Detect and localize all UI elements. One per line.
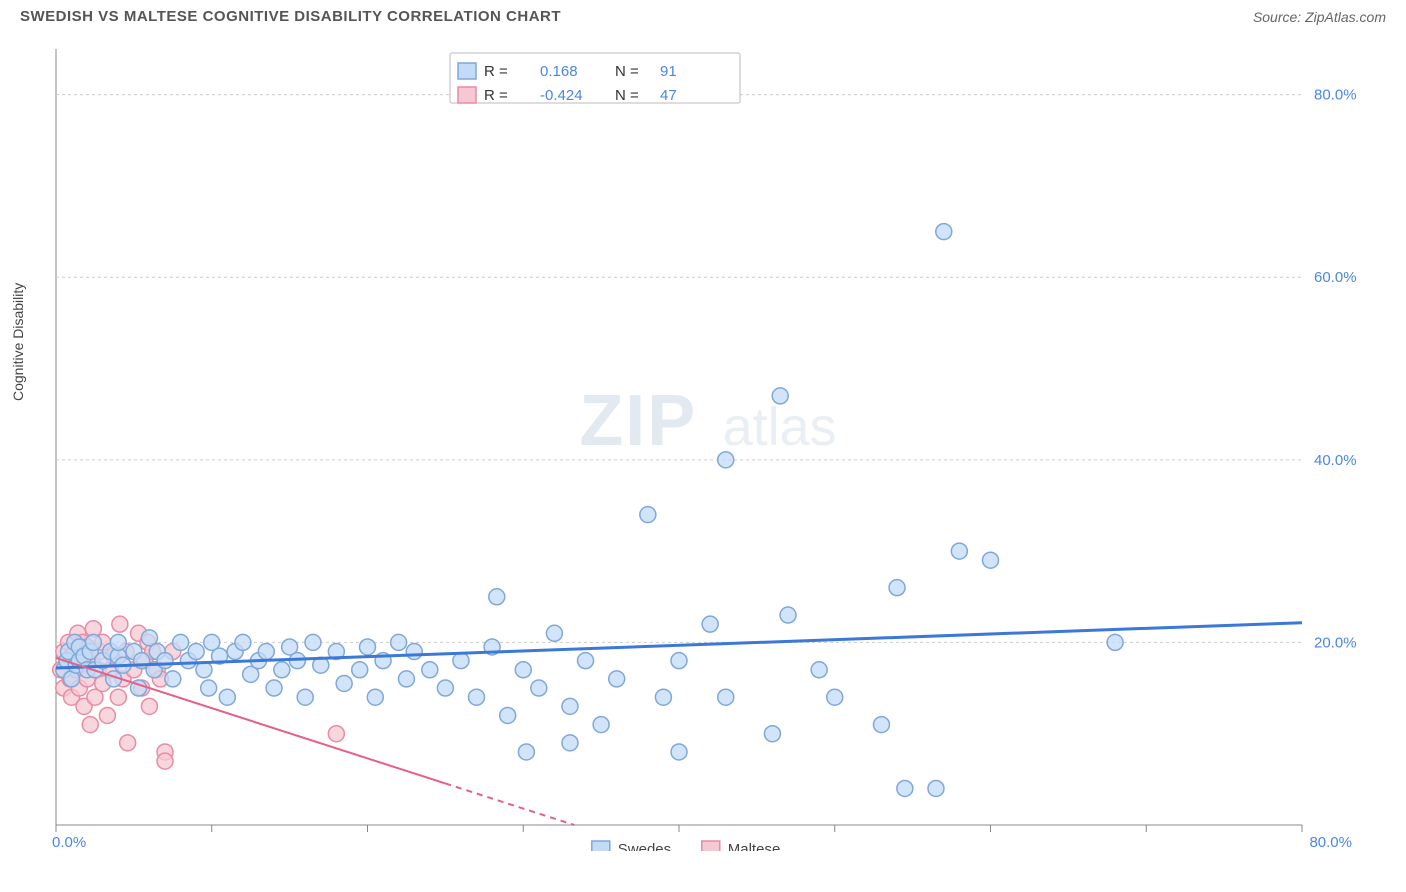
data-point: [562, 735, 578, 751]
data-point: [336, 675, 352, 691]
data-point: [811, 662, 827, 678]
data-point: [609, 671, 625, 687]
data-point: [437, 680, 453, 696]
data-point: [671, 744, 687, 760]
data-point: [141, 698, 157, 714]
data-point: [546, 625, 562, 641]
data-point: [453, 653, 469, 669]
series-legend-swatch: [702, 841, 720, 851]
data-point: [201, 680, 217, 696]
y-tick-label: 80.0%: [1314, 87, 1357, 104]
data-point: [827, 689, 843, 705]
legend-r-label: R =: [484, 87, 508, 104]
data-point: [593, 717, 609, 733]
data-point: [897, 780, 913, 796]
data-point: [391, 634, 407, 650]
data-point: [873, 717, 889, 733]
data-point: [110, 634, 126, 650]
data-point: [157, 653, 173, 669]
data-point: [422, 662, 438, 678]
source-label: Source: ZipAtlas.com: [1253, 9, 1386, 25]
data-point: [1107, 634, 1123, 650]
legend-n-value: 91: [660, 63, 677, 80]
data-point: [188, 644, 204, 660]
legend-n-value: 47: [660, 87, 677, 104]
chart-header: SWEDISH VS MALTESE COGNITIVE DISABILITY …: [0, 0, 1406, 27]
legend-swatch: [458, 63, 476, 79]
data-point: [110, 689, 126, 705]
y-tick-label: 40.0%: [1314, 452, 1357, 469]
series-legend-label: Swedes: [618, 841, 671, 851]
data-point: [367, 689, 383, 705]
data-point: [469, 689, 485, 705]
data-point: [936, 224, 952, 240]
data-point: [718, 689, 734, 705]
data-point: [718, 452, 734, 468]
data-point: [489, 589, 505, 605]
y-axis-label: Cognitive Disability: [10, 283, 26, 401]
data-point: [780, 607, 796, 623]
data-point: [274, 662, 290, 678]
data-point: [258, 644, 274, 660]
data-point: [165, 671, 181, 687]
chart-container: Cognitive Disability 20.0%40.0%60.0%80.0…: [20, 31, 1386, 851]
legend-r-value: -0.424: [540, 87, 583, 104]
data-point: [928, 780, 944, 796]
data-point: [764, 726, 780, 742]
data-point: [772, 388, 788, 404]
x-tick-label: 0.0%: [52, 834, 86, 851]
data-point: [173, 634, 189, 650]
data-point: [671, 653, 687, 669]
data-point: [305, 634, 321, 650]
data-point: [500, 707, 516, 723]
data-point: [352, 662, 368, 678]
series-legend-swatch: [592, 841, 610, 851]
data-point: [983, 552, 999, 568]
trend-line-maltese-dashed: [445, 783, 574, 825]
legend-r-value: 0.168: [540, 63, 578, 80]
watermark: ZIP: [579, 381, 697, 461]
data-point: [235, 634, 251, 650]
legend-swatch: [458, 87, 476, 103]
data-point: [889, 580, 905, 596]
data-point: [120, 735, 136, 751]
data-point: [951, 543, 967, 559]
chart-title: SWEDISH VS MALTESE COGNITIVE DISABILITY …: [20, 8, 561, 25]
x-tick-label: 80.0%: [1309, 834, 1352, 851]
data-point: [360, 639, 376, 655]
data-point: [562, 698, 578, 714]
data-point: [406, 644, 422, 660]
data-point: [112, 616, 128, 632]
data-point: [82, 717, 98, 733]
legend-r-label: R =: [484, 63, 508, 80]
scatter-chart: 20.0% 40.0% 60.0% 80.0% 0.0% 80.0% ZIP atlas R =…: [20, 31, 1360, 851]
data-point: [398, 671, 414, 687]
legend-n-label: N =: [615, 63, 639, 80]
data-point: [702, 616, 718, 632]
data-point: [655, 689, 671, 705]
data-point: [157, 753, 173, 769]
data-point: [531, 680, 547, 696]
watermark: atlas: [723, 397, 837, 457]
y-tick-label: 60.0%: [1314, 269, 1357, 286]
data-point: [85, 634, 101, 650]
data-point: [328, 726, 344, 742]
data-point: [515, 662, 531, 678]
legend-n-label: N =: [615, 87, 639, 104]
data-point: [297, 689, 313, 705]
series-legend-label: Maltese: [728, 841, 781, 851]
data-point: [266, 680, 282, 696]
y-tick-label: 20.0%: [1314, 634, 1357, 651]
data-point: [219, 689, 235, 705]
data-point: [518, 744, 534, 760]
data-point: [578, 653, 594, 669]
data-point: [99, 707, 115, 723]
data-point: [640, 507, 656, 523]
